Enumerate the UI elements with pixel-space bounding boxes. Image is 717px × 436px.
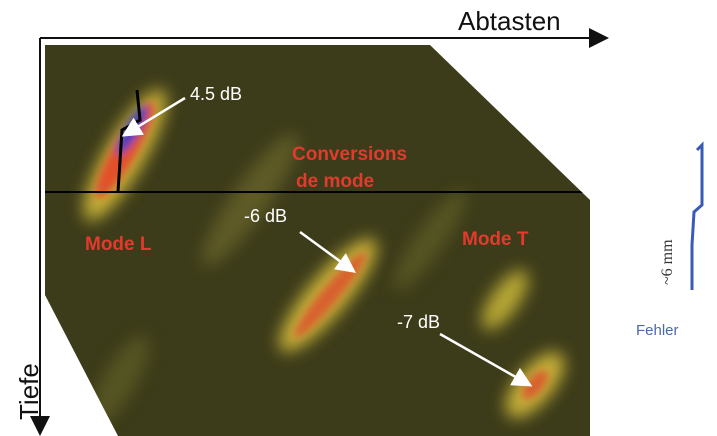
scan-figure: Abtasten Tiefe 4.5 dB Conversions de mod… (0, 0, 717, 436)
annotation: -6 dB (244, 206, 287, 226)
annotation: Mode L (85, 234, 152, 255)
y-axis-label: Tiefe (14, 363, 44, 420)
annotation: 4.5 dB (190, 84, 242, 104)
defect-size: ~6 mm (659, 239, 676, 285)
defect-profile (692, 145, 702, 290)
annotation: Mode T (462, 229, 529, 250)
x-axis-label: Abtasten (458, 6, 561, 36)
page: Abtasten Tiefe 4.5 dB Conversions de mod… (0, 0, 717, 436)
annotation: -7 dB (397, 312, 440, 332)
defect-label: Fehler (636, 322, 679, 339)
annotation: de mode (296, 171, 374, 192)
annotation: Conversions (292, 144, 407, 165)
